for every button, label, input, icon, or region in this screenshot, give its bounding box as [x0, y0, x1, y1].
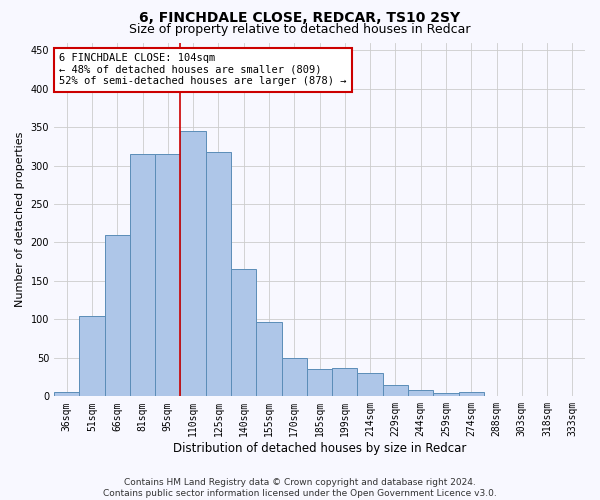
- Bar: [281, 358, 307, 397]
- Y-axis label: Number of detached properties: Number of detached properties: [15, 132, 25, 307]
- Bar: [433, 394, 458, 396]
- Text: 6 FINCHDALE CLOSE: 104sqm
← 48% of detached houses are smaller (809)
52% of semi: 6 FINCHDALE CLOSE: 104sqm ← 48% of detac…: [59, 53, 347, 86]
- Bar: [155, 154, 181, 396]
- Bar: [332, 368, 358, 396]
- Bar: [104, 235, 130, 396]
- Bar: [231, 270, 256, 396]
- Bar: [458, 392, 484, 396]
- Bar: [79, 316, 104, 396]
- Bar: [181, 131, 206, 396]
- Text: Contains HM Land Registry data © Crown copyright and database right 2024.
Contai: Contains HM Land Registry data © Crown c…: [103, 478, 497, 498]
- X-axis label: Distribution of detached houses by size in Redcar: Distribution of detached houses by size …: [173, 442, 466, 455]
- Bar: [206, 152, 231, 396]
- Bar: [130, 154, 155, 396]
- Bar: [307, 370, 332, 396]
- Bar: [256, 322, 281, 396]
- Text: Size of property relative to detached houses in Redcar: Size of property relative to detached ho…: [129, 22, 471, 36]
- Bar: [408, 390, 433, 396]
- Bar: [383, 385, 408, 396]
- Text: 6, FINCHDALE CLOSE, REDCAR, TS10 2SY: 6, FINCHDALE CLOSE, REDCAR, TS10 2SY: [139, 12, 461, 26]
- Bar: [358, 374, 383, 396]
- Bar: [54, 392, 79, 396]
